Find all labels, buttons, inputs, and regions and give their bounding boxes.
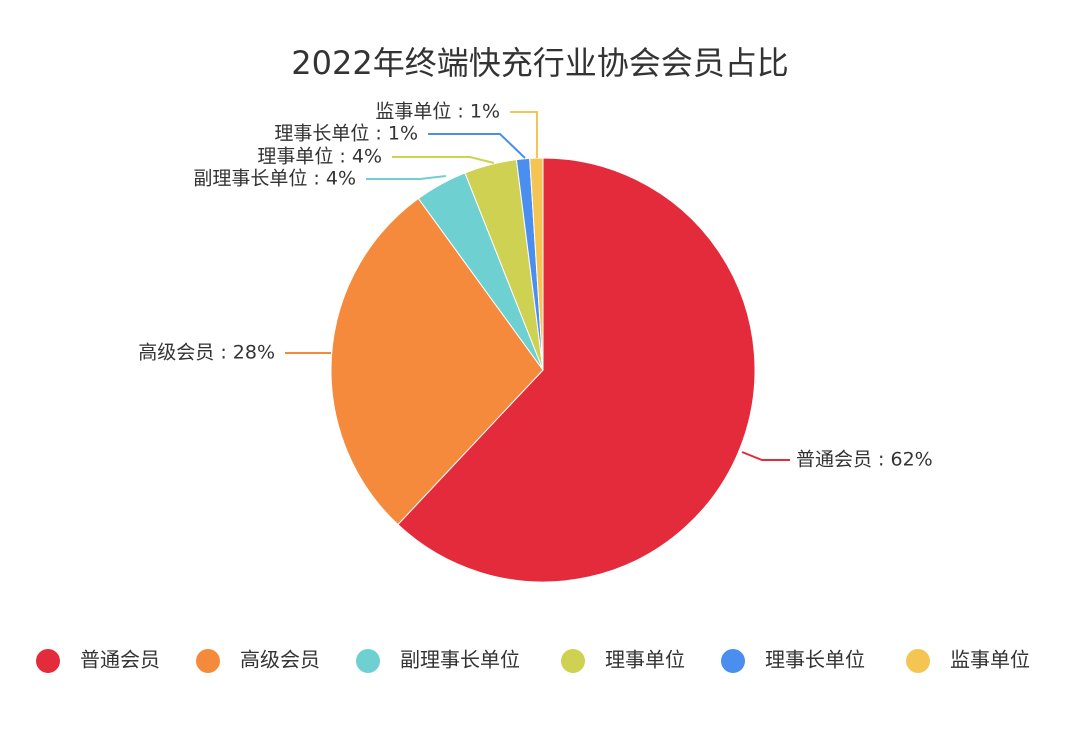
chart-title: 2022年终端快充行业协会会员占比 (291, 44, 788, 82)
legend-label-1: 普通会员 (80, 648, 160, 672)
data-label-2: 高级会员 : 28% (138, 342, 275, 364)
legend-label-2: 高级会员 (240, 648, 320, 672)
legend-marker-6 (906, 649, 930, 673)
pie-slice-1[interactable] (397, 157, 756, 583)
legend-item-1[interactable]: 普通会员 (36, 648, 160, 674)
legend-marker-1 (36, 649, 60, 673)
legend-label-4: 理事单位 (605, 648, 685, 672)
legend-label-6: 监事单位 (950, 648, 1030, 672)
legend: 普通会员 高级会员 副理事长单位 理事单位 理事长单位 监事单位 (36, 648, 1030, 674)
leader-line-1 (741, 451, 790, 461)
legend-marker-5 (721, 649, 745, 673)
legend-label-3: 副理事长单位 (400, 648, 520, 672)
data-label-6: 监事单位 : 1% (375, 101, 500, 123)
data-label-4: 理事单位 : 4% (257, 146, 382, 168)
legend-item-3[interactable]: 副理事长单位 (356, 648, 520, 674)
pie-slice-2[interactable] (330, 197, 544, 526)
legend-marker-4 (561, 649, 585, 673)
leader-line-3 (366, 175, 447, 180)
leader-line-5 (428, 133, 526, 159)
legend-marker-3 (356, 649, 380, 673)
leader-line-4 (392, 156, 495, 164)
leader-line-6 (510, 111, 538, 158)
legend-item-5[interactable]: 理事长单位 (721, 648, 865, 674)
data-label-1: 普通会员 : 62% (796, 449, 933, 471)
legend-marker-2 (196, 649, 220, 673)
data-label-5: 理事长单位 : 1% (274, 123, 418, 145)
pie-slices (330, 157, 756, 583)
data-label-3: 副理事长单位 : 4% (193, 168, 356, 190)
legend-item-2[interactable]: 高级会员 (196, 648, 320, 674)
legend-item-4[interactable]: 理事单位 (561, 648, 685, 674)
pie-slice-6[interactable] (529, 157, 544, 371)
pie-labels: 普通会员 : 62% 高级会员 : 28% 副理事长单位 : 4%理事单位 : 4%… (138, 101, 932, 471)
legend-label-5: 理事长单位 (765, 648, 865, 672)
legend-item-6[interactable]: 监事单位 (906, 648, 1030, 674)
